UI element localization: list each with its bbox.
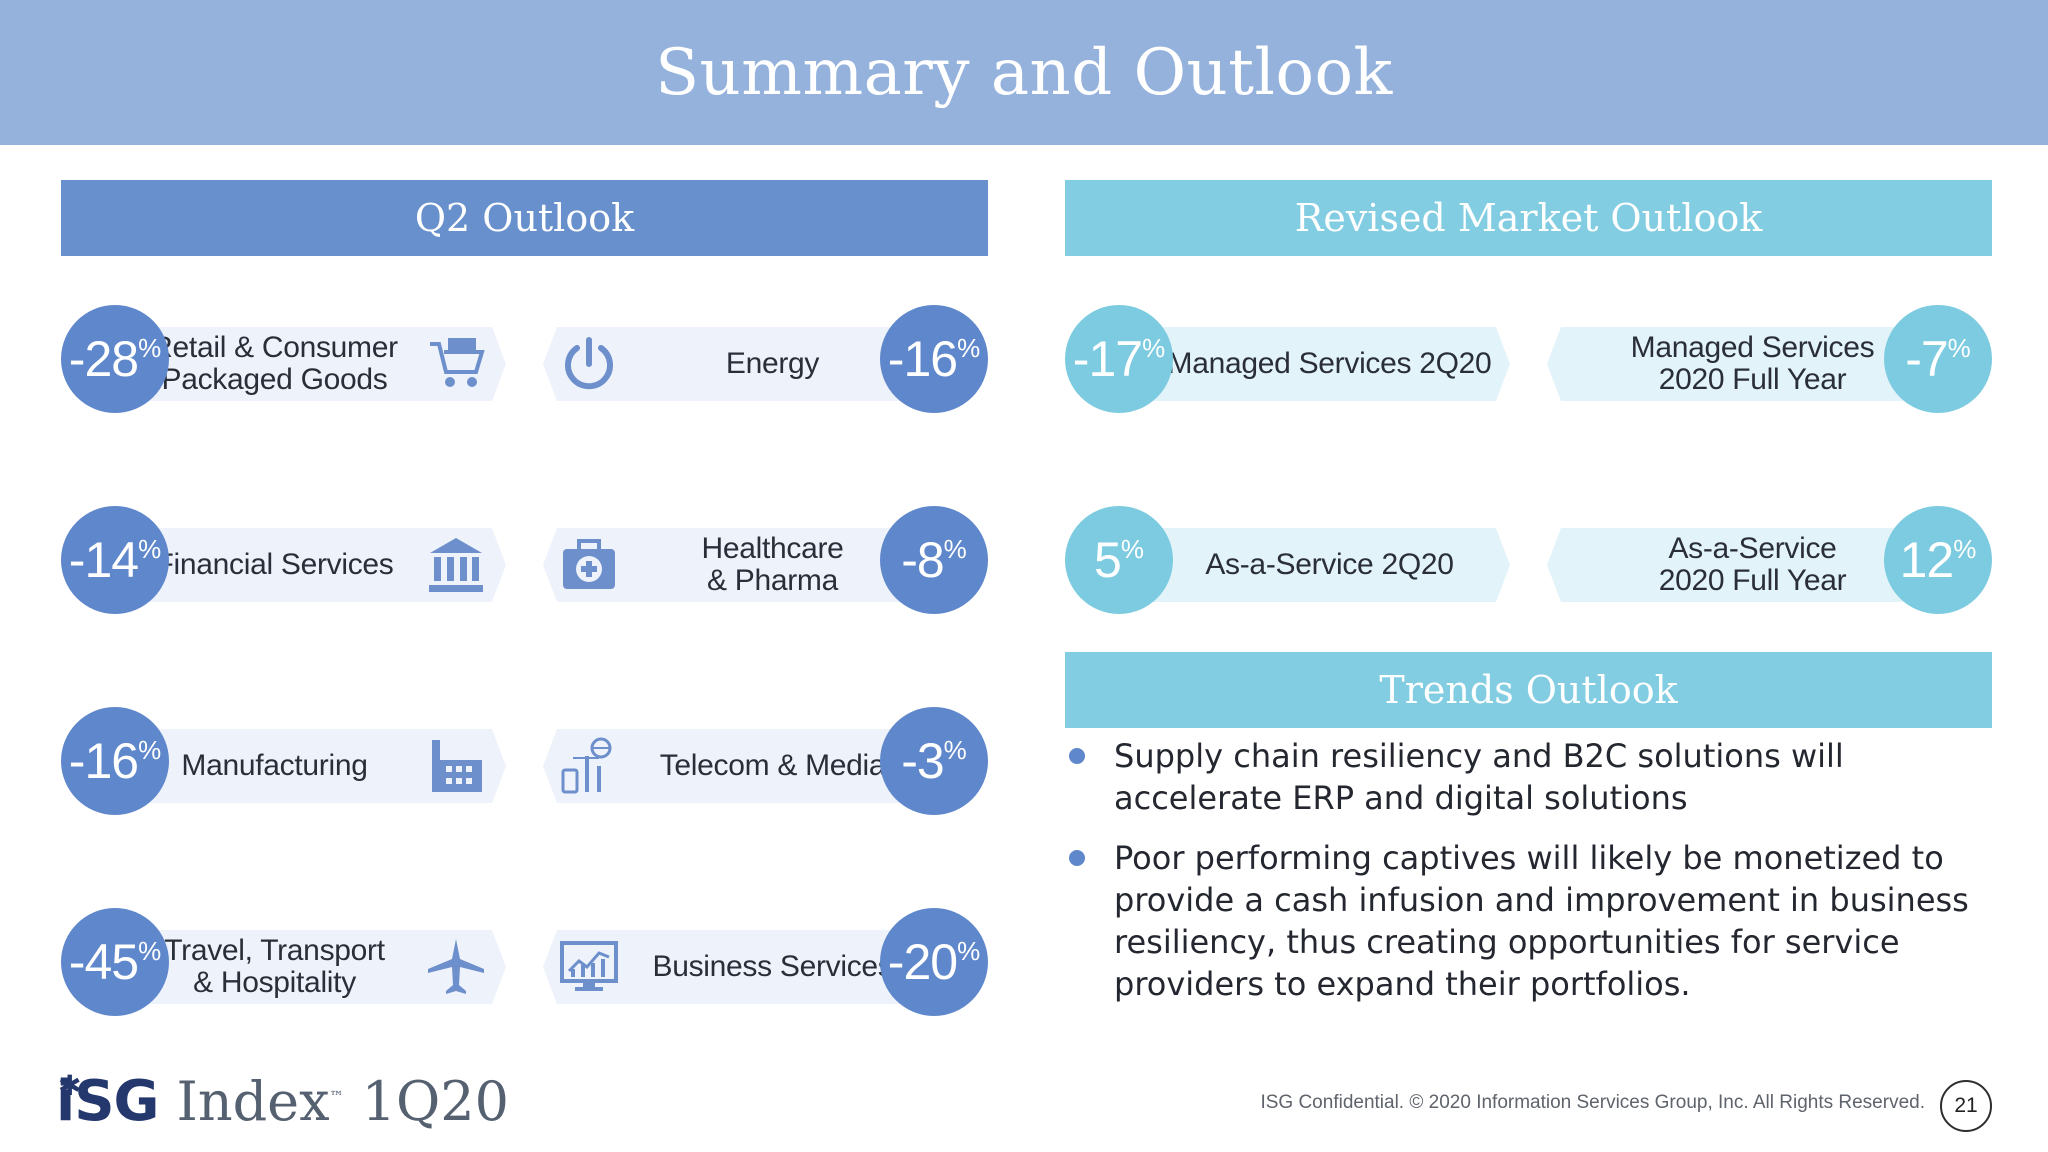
percent-value: -28 <box>68 331 139 387</box>
percent-circle: -16% <box>880 305 988 413</box>
telecom-network-icon <box>557 734 621 798</box>
percent-circle: -8% <box>880 506 988 614</box>
market-card-managed-full-year: Managed Services 2020 Full Year -7% <box>1547 305 1992 413</box>
percent-circle: 5% <box>1065 506 1173 614</box>
percent-value: -14 <box>68 532 139 588</box>
percent-value: -17 <box>1072 331 1143 387</box>
percent-circle: -7% <box>1884 305 1992 413</box>
percent-circle: -45% <box>61 908 169 1016</box>
shopping-cart-icon <box>424 332 488 396</box>
card-label: Retail & Consumer Packaged Goods <box>151 331 398 396</box>
star-icon: ✱ <box>58 1069 81 1102</box>
percent-sign: % <box>138 333 162 363</box>
outlook-card-telecom: Telecom & Media -3% <box>543 707 988 815</box>
market-card-aas-2q20: As-a-Service 2Q20 5% <box>1065 506 1510 614</box>
percent-circle: -20% <box>880 908 988 1016</box>
percent-sign: % <box>1142 333 1166 363</box>
percent-value: -3 <box>901 733 944 789</box>
percent-value: -7 <box>1905 331 1948 387</box>
q2-outlook-header: Q2 Outlook <box>61 180 988 256</box>
outlook-card-energy: Energy -16% <box>543 305 988 413</box>
first-aid-kit-icon <box>557 533 621 597</box>
outlook-card-healthcare: Healthcare & Pharma -8% <box>543 506 988 614</box>
card-label: As-a-Service 2020 Full Year <box>1658 532 1847 597</box>
trend-text: Poor performing captives will likely be … <box>1114 839 1969 1003</box>
percent-value: -45 <box>68 934 139 990</box>
logo-period: 1Q20 <box>361 1070 509 1133</box>
trend-text: Supply chain resiliency and B2C solution… <box>1114 737 1844 817</box>
percent-value: 5 <box>1094 532 1122 588</box>
percent-sign: % <box>957 333 981 363</box>
revised-market-outlook-header: Revised Market Outlook <box>1065 180 1992 256</box>
percent-sign: % <box>1947 333 1971 363</box>
outlook-card-travel: Travel, Transport & Hospitality -45% <box>61 908 506 1016</box>
percent-value: -16 <box>68 733 139 789</box>
card-label: Managed Services 2020 Full Year <box>1630 331 1875 396</box>
percent-value: 12 <box>1899 532 1955 588</box>
percent-circle: -14% <box>61 506 169 614</box>
trends-outlook-header: Trends Outlook <box>1065 652 1992 728</box>
card-label: As-a-Service 2Q20 <box>1205 548 1454 581</box>
bullet-icon <box>1069 748 1085 764</box>
card-label: Financial Services <box>155 548 394 581</box>
bank-icon <box>424 533 488 597</box>
card-label: Managed Services 2Q20 <box>1167 347 1492 380</box>
percent-sign: % <box>1953 534 1977 564</box>
bullet-icon <box>1069 850 1085 866</box>
title-banner: Summary and Outlook <box>0 0 2048 145</box>
card-label: Healthcare & Pharma <box>701 532 844 597</box>
outlook-card-financial: Financial Services -14% <box>61 506 506 614</box>
list-item: Supply chain resiliency and B2C solution… <box>1065 735 1995 819</box>
logo-product: Index™ <box>176 1070 344 1133</box>
airplane-icon <box>424 935 488 999</box>
page-number: 21 <box>1940 1080 1992 1132</box>
card-label: Travel, Transport & Hospitality <box>164 934 385 999</box>
percent-sign: % <box>1120 534 1144 564</box>
percent-sign: % <box>138 936 162 966</box>
card-label: Business Services <box>652 950 893 983</box>
percent-circle: 12% <box>1884 506 1992 614</box>
card-label: Energy <box>725 347 820 380</box>
power-icon <box>557 332 621 396</box>
list-item: Poor performing captives will likely be … <box>1065 837 1995 1005</box>
trends-list: Supply chain resiliency and B2C solution… <box>1065 735 1995 1023</box>
logo-brand: ✱ iSG <box>56 1069 159 1132</box>
percent-circle: -3% <box>880 707 988 815</box>
percent-sign: % <box>943 735 967 765</box>
percent-sign: % <box>943 534 967 564</box>
percent-sign: % <box>138 735 162 765</box>
percent-value: -8 <box>901 532 944 588</box>
percent-circle: -17% <box>1065 305 1173 413</box>
factory-icon <box>424 734 488 798</box>
market-card-aas-full-year: As-a-Service 2020 Full Year 12% <box>1547 506 1992 614</box>
card-label: Manufacturing <box>181 749 368 782</box>
card-label: Telecom & Media <box>659 749 886 782</box>
percent-sign: % <box>957 936 981 966</box>
percent-circle: -16% <box>61 707 169 815</box>
chart-monitor-icon <box>557 935 621 999</box>
percent-value: -16 <box>887 331 958 387</box>
copyright-notice: ISG Confidential. © 2020 Information Ser… <box>1260 1092 1925 1113</box>
outlook-card-business: Business Services -20% <box>543 908 988 1016</box>
page-title: Summary and Outlook <box>655 35 1393 110</box>
outlook-card-manufacturing: Manufacturing -16% <box>61 707 506 815</box>
percent-circle: -28% <box>61 305 169 413</box>
percent-value: -20 <box>887 934 958 990</box>
outlook-card-retail: Retail & Consumer Packaged Goods -28% <box>61 305 506 413</box>
isg-index-logo: ✱ iSG Index™ 1Q20 <box>56 1052 509 1132</box>
percent-sign: % <box>138 534 162 564</box>
market-card-managed-2q20: Managed Services 2Q20 -17% <box>1065 305 1510 413</box>
